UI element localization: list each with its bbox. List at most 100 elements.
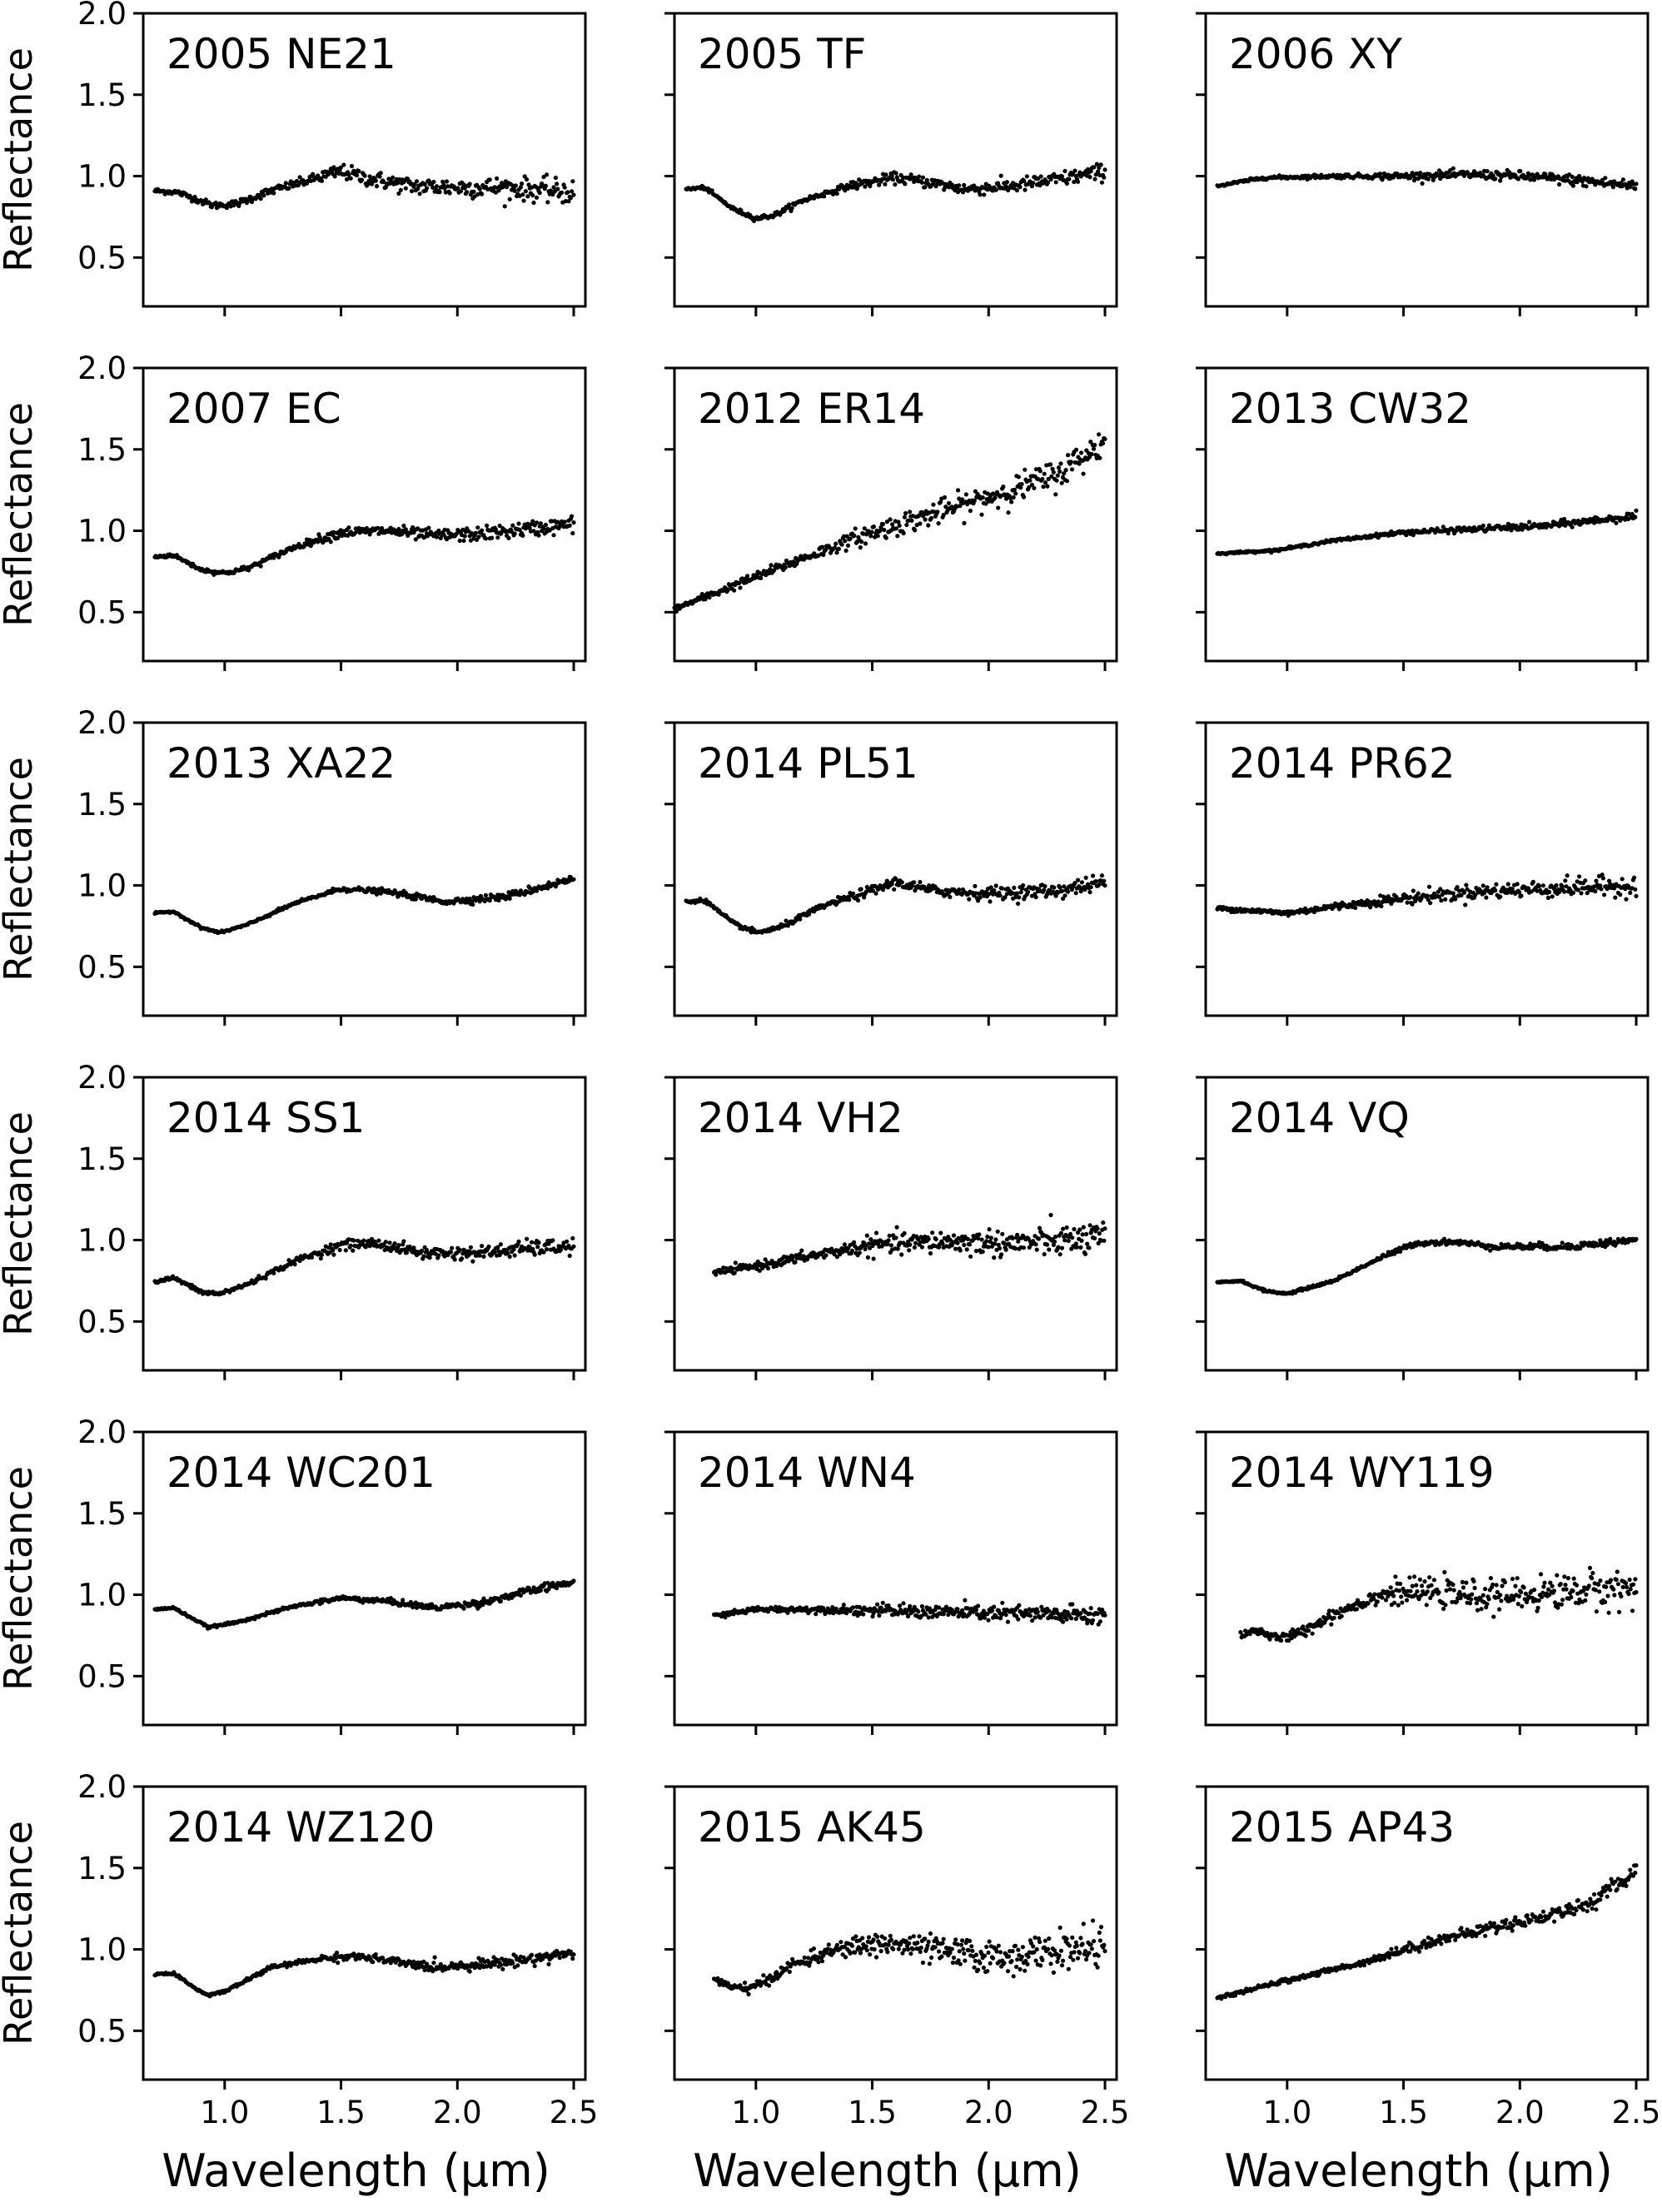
data-point — [516, 521, 521, 526]
data-point — [545, 172, 550, 177]
data-point — [1006, 510, 1011, 515]
data-point — [1092, 443, 1097, 448]
data-point — [1053, 1234, 1058, 1240]
data-point — [470, 902, 475, 907]
spectrum-panel: 2014 VH2 — [664, 1076, 1118, 1380]
data-point — [871, 524, 876, 529]
reflectance-series — [1215, 1236, 1639, 1296]
data-point — [331, 1252, 336, 1257]
data-point — [550, 1238, 555, 1243]
data-point — [271, 191, 276, 196]
data-point — [1416, 891, 1421, 896]
data-point — [1102, 167, 1107, 172]
data-point — [409, 189, 415, 194]
data-point — [338, 165, 343, 170]
data-point — [883, 535, 888, 540]
data-point — [1498, 178, 1503, 183]
data-point — [1046, 180, 1051, 185]
data-point — [271, 555, 276, 560]
data-point — [396, 526, 401, 532]
data-point — [930, 181, 936, 186]
data-point — [730, 1266, 735, 1271]
data-point — [1624, 897, 1629, 902]
data-point — [1097, 882, 1102, 887]
data-point — [1408, 895, 1413, 900]
data-point — [897, 523, 902, 528]
data-point — [869, 529, 874, 534]
data-point — [570, 514, 575, 519]
data-point — [545, 1247, 550, 1252]
data-point — [909, 518, 914, 523]
data-point — [440, 179, 445, 184]
data-point — [1004, 180, 1009, 185]
data-point — [992, 1255, 997, 1260]
data-point — [1062, 1238, 1067, 1243]
data-point — [1411, 888, 1416, 893]
data-point — [824, 1253, 829, 1258]
data-point — [1064, 1225, 1069, 1230]
data-point — [378, 171, 383, 176]
data-point — [485, 523, 490, 529]
data-point — [958, 1248, 963, 1253]
data-point — [962, 1242, 967, 1247]
data-point — [1567, 172, 1572, 177]
data-point — [1101, 440, 1106, 446]
data-point — [1032, 485, 1037, 490]
data-point — [1453, 897, 1458, 902]
data-point — [1493, 176, 1498, 181]
data-point — [904, 522, 909, 528]
data-point — [1428, 901, 1433, 906]
data-point — [1084, 1231, 1089, 1236]
data-point — [480, 191, 485, 196]
data-point — [319, 1252, 325, 1257]
data-point — [1083, 875, 1088, 880]
data-point — [403, 186, 408, 191]
reflectance-series — [684, 162, 1107, 223]
data-point — [1091, 873, 1096, 878]
data-point — [843, 539, 848, 544]
spectrum-panel: 2013 CW32 — [1196, 366, 1650, 671]
data-point — [351, 1238, 356, 1243]
data-point — [458, 189, 464, 194]
data-point — [376, 525, 381, 531]
data-point — [1485, 885, 1490, 890]
data-point — [507, 196, 512, 201]
data-point — [448, 1250, 454, 1255]
data-point — [490, 535, 495, 540]
data-point — [908, 172, 913, 177]
data-point — [1003, 1247, 1008, 1252]
y-tick-label: 2.0 — [77, 1060, 127, 1096]
data-point — [883, 172, 888, 177]
data-point — [316, 173, 321, 178]
data-point — [1064, 181, 1069, 186]
data-point — [902, 1230, 907, 1235]
data-point — [1613, 895, 1618, 900]
data-point — [1570, 183, 1575, 188]
data-point — [1101, 1220, 1106, 1225]
data-point — [1550, 894, 1555, 899]
data-point — [565, 1239, 570, 1244]
data-point — [1042, 1251, 1047, 1257]
data-point — [348, 1243, 353, 1248]
data-point — [873, 1230, 879, 1235]
data-point — [1038, 174, 1043, 179]
data-point — [845, 543, 851, 548]
data-point — [367, 532, 372, 537]
data-point — [1618, 892, 1623, 897]
data-point — [337, 1247, 342, 1253]
data-point — [907, 1248, 912, 1253]
y-tick-label: 1.0 — [77, 868, 127, 904]
data-point — [495, 176, 500, 181]
data-point — [928, 1250, 933, 1256]
data-point — [993, 1241, 998, 1246]
data-point — [283, 181, 288, 186]
data-point — [1010, 1235, 1015, 1240]
data-point — [441, 182, 446, 187]
data-point — [1097, 455, 1102, 460]
y-tick-label: 1.0 — [77, 159, 127, 195]
data-point — [495, 535, 500, 540]
data-point — [1420, 181, 1425, 186]
data-point — [1455, 885, 1460, 890]
data-point — [562, 519, 567, 524]
data-point — [392, 1241, 397, 1246]
